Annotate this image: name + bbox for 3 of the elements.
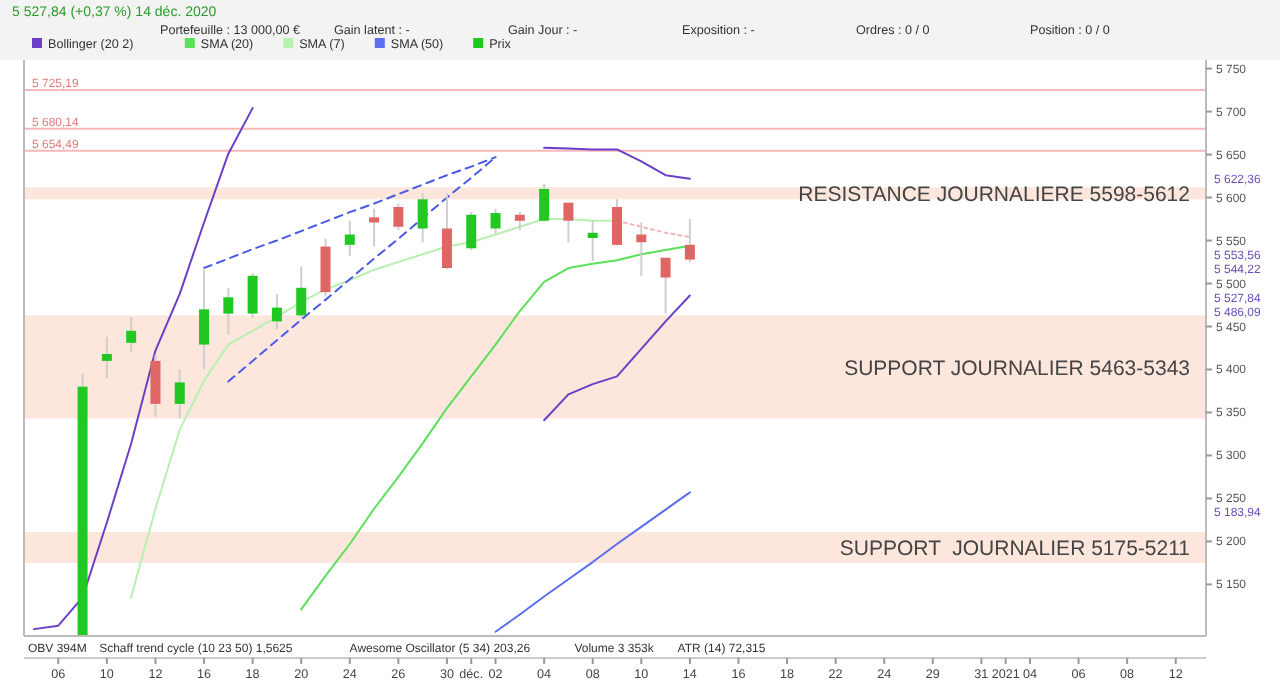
band-label: RESISTANCE JOURNALIERE 5598-5612 [798, 183, 1191, 208]
band-label: SUPPORT JOURNALIER 5175-5211 [839, 537, 1191, 562]
band-label: SUPPORT JOURNALIER 5463-5343 [844, 356, 1191, 381]
